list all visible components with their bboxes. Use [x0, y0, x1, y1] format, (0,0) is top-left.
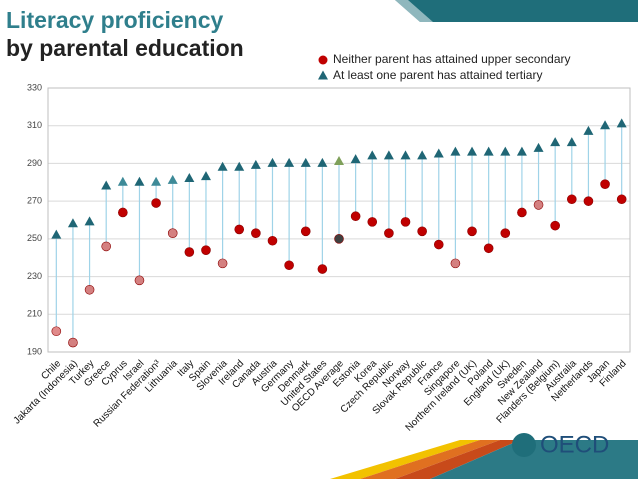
- dot: [616, 194, 627, 205]
- dot: [550, 220, 560, 231]
- y-tick-label: 210: [27, 309, 42, 319]
- triangle: [367, 150, 378, 160]
- y-tick-label: 250: [27, 233, 42, 243]
- triangle: [200, 171, 211, 181]
- y-tick-label: 230: [27, 271, 42, 281]
- triangle: [250, 159, 261, 169]
- dot: [517, 207, 527, 218]
- dot: [367, 217, 378, 227]
- triangle: [101, 180, 112, 190]
- triangle: [184, 173, 195, 183]
- y-tick-label: 310: [27, 120, 42, 130]
- dot: [251, 228, 261, 238]
- footer-stripe: [430, 440, 638, 479]
- footer-stripe: [395, 440, 520, 479]
- dot: [433, 239, 444, 250]
- dot: [500, 228, 511, 238]
- dot: [334, 234, 344, 244]
- y-tick-label: 270: [27, 196, 42, 206]
- footer-stripe: [360, 440, 500, 479]
- triangle: [500, 146, 511, 156]
- triangle: [51, 229, 62, 239]
- triangle: [267, 157, 278, 167]
- triangle: [217, 161, 228, 171]
- dot: [533, 200, 544, 210]
- triangle: [117, 176, 128, 186]
- triangle: [383, 150, 394, 160]
- dot: [134, 275, 145, 286]
- y-tick-label: 290: [27, 158, 42, 168]
- triangle: [483, 146, 494, 156]
- triangle: [167, 174, 178, 184]
- triangle: [284, 157, 295, 167]
- dot: [350, 211, 361, 222]
- triangle: [583, 125, 594, 135]
- dot: [450, 258, 461, 269]
- triangle: [334, 156, 344, 166]
- logo-globe: [512, 433, 536, 457]
- header-stripe: [395, 0, 433, 22]
- dot: [317, 264, 328, 274]
- triangle: [600, 120, 611, 130]
- dot: [217, 258, 228, 269]
- dot: [84, 284, 95, 295]
- triangle: [151, 176, 162, 186]
- dot: [267, 235, 278, 246]
- triangle: [467, 146, 478, 156]
- dot: [467, 226, 477, 237]
- triangle: [134, 176, 145, 186]
- triangle: [84, 216, 95, 226]
- y-tick-label: 330: [27, 82, 42, 92]
- dot: [101, 241, 111, 252]
- triangle: [67, 218, 78, 228]
- triangle: [400, 150, 411, 160]
- dot: [400, 217, 411, 227]
- dot: [68, 337, 78, 348]
- plot-border: [47, 87, 631, 353]
- dot: [234, 224, 245, 235]
- dot: [483, 243, 494, 254]
- legend-label: Neither parent has attained upper second…: [333, 52, 571, 66]
- legend-marker: [318, 70, 328, 80]
- dot: [600, 179, 610, 189]
- dot: [184, 247, 195, 257]
- dot: [284, 260, 294, 271]
- dot: [300, 226, 311, 237]
- triangle: [433, 148, 444, 158]
- triangle: [450, 146, 461, 156]
- triangle: [516, 146, 527, 156]
- dot: [384, 228, 394, 238]
- triangle: [417, 150, 428, 160]
- triangle: [616, 118, 627, 128]
- legend-label: At least one parent has attained tertiar…: [333, 68, 542, 82]
- dot: [417, 226, 427, 237]
- dot: [51, 326, 62, 337]
- triangle: [566, 137, 577, 147]
- triangle: [234, 161, 245, 171]
- dot: [151, 198, 161, 208]
- triangle: [533, 142, 544, 152]
- dot: [201, 245, 211, 255]
- triangle: [350, 154, 361, 164]
- footer-stripe: [330, 440, 480, 479]
- dot: [118, 207, 128, 218]
- chart-title: by parental education: [6, 35, 244, 61]
- triangle: [550, 137, 561, 147]
- dot: [167, 228, 178, 238]
- logo-text: OECD: [540, 431, 609, 458]
- chart-title: Literacy proficiency: [6, 7, 224, 33]
- header-band: [395, 0, 638, 22]
- dot: [583, 196, 594, 206]
- dot: [566, 194, 577, 205]
- triangle: [317, 157, 328, 167]
- triangle: [300, 157, 311, 167]
- y-tick-label: 190: [27, 346, 42, 356]
- legend-marker: [318, 55, 328, 65]
